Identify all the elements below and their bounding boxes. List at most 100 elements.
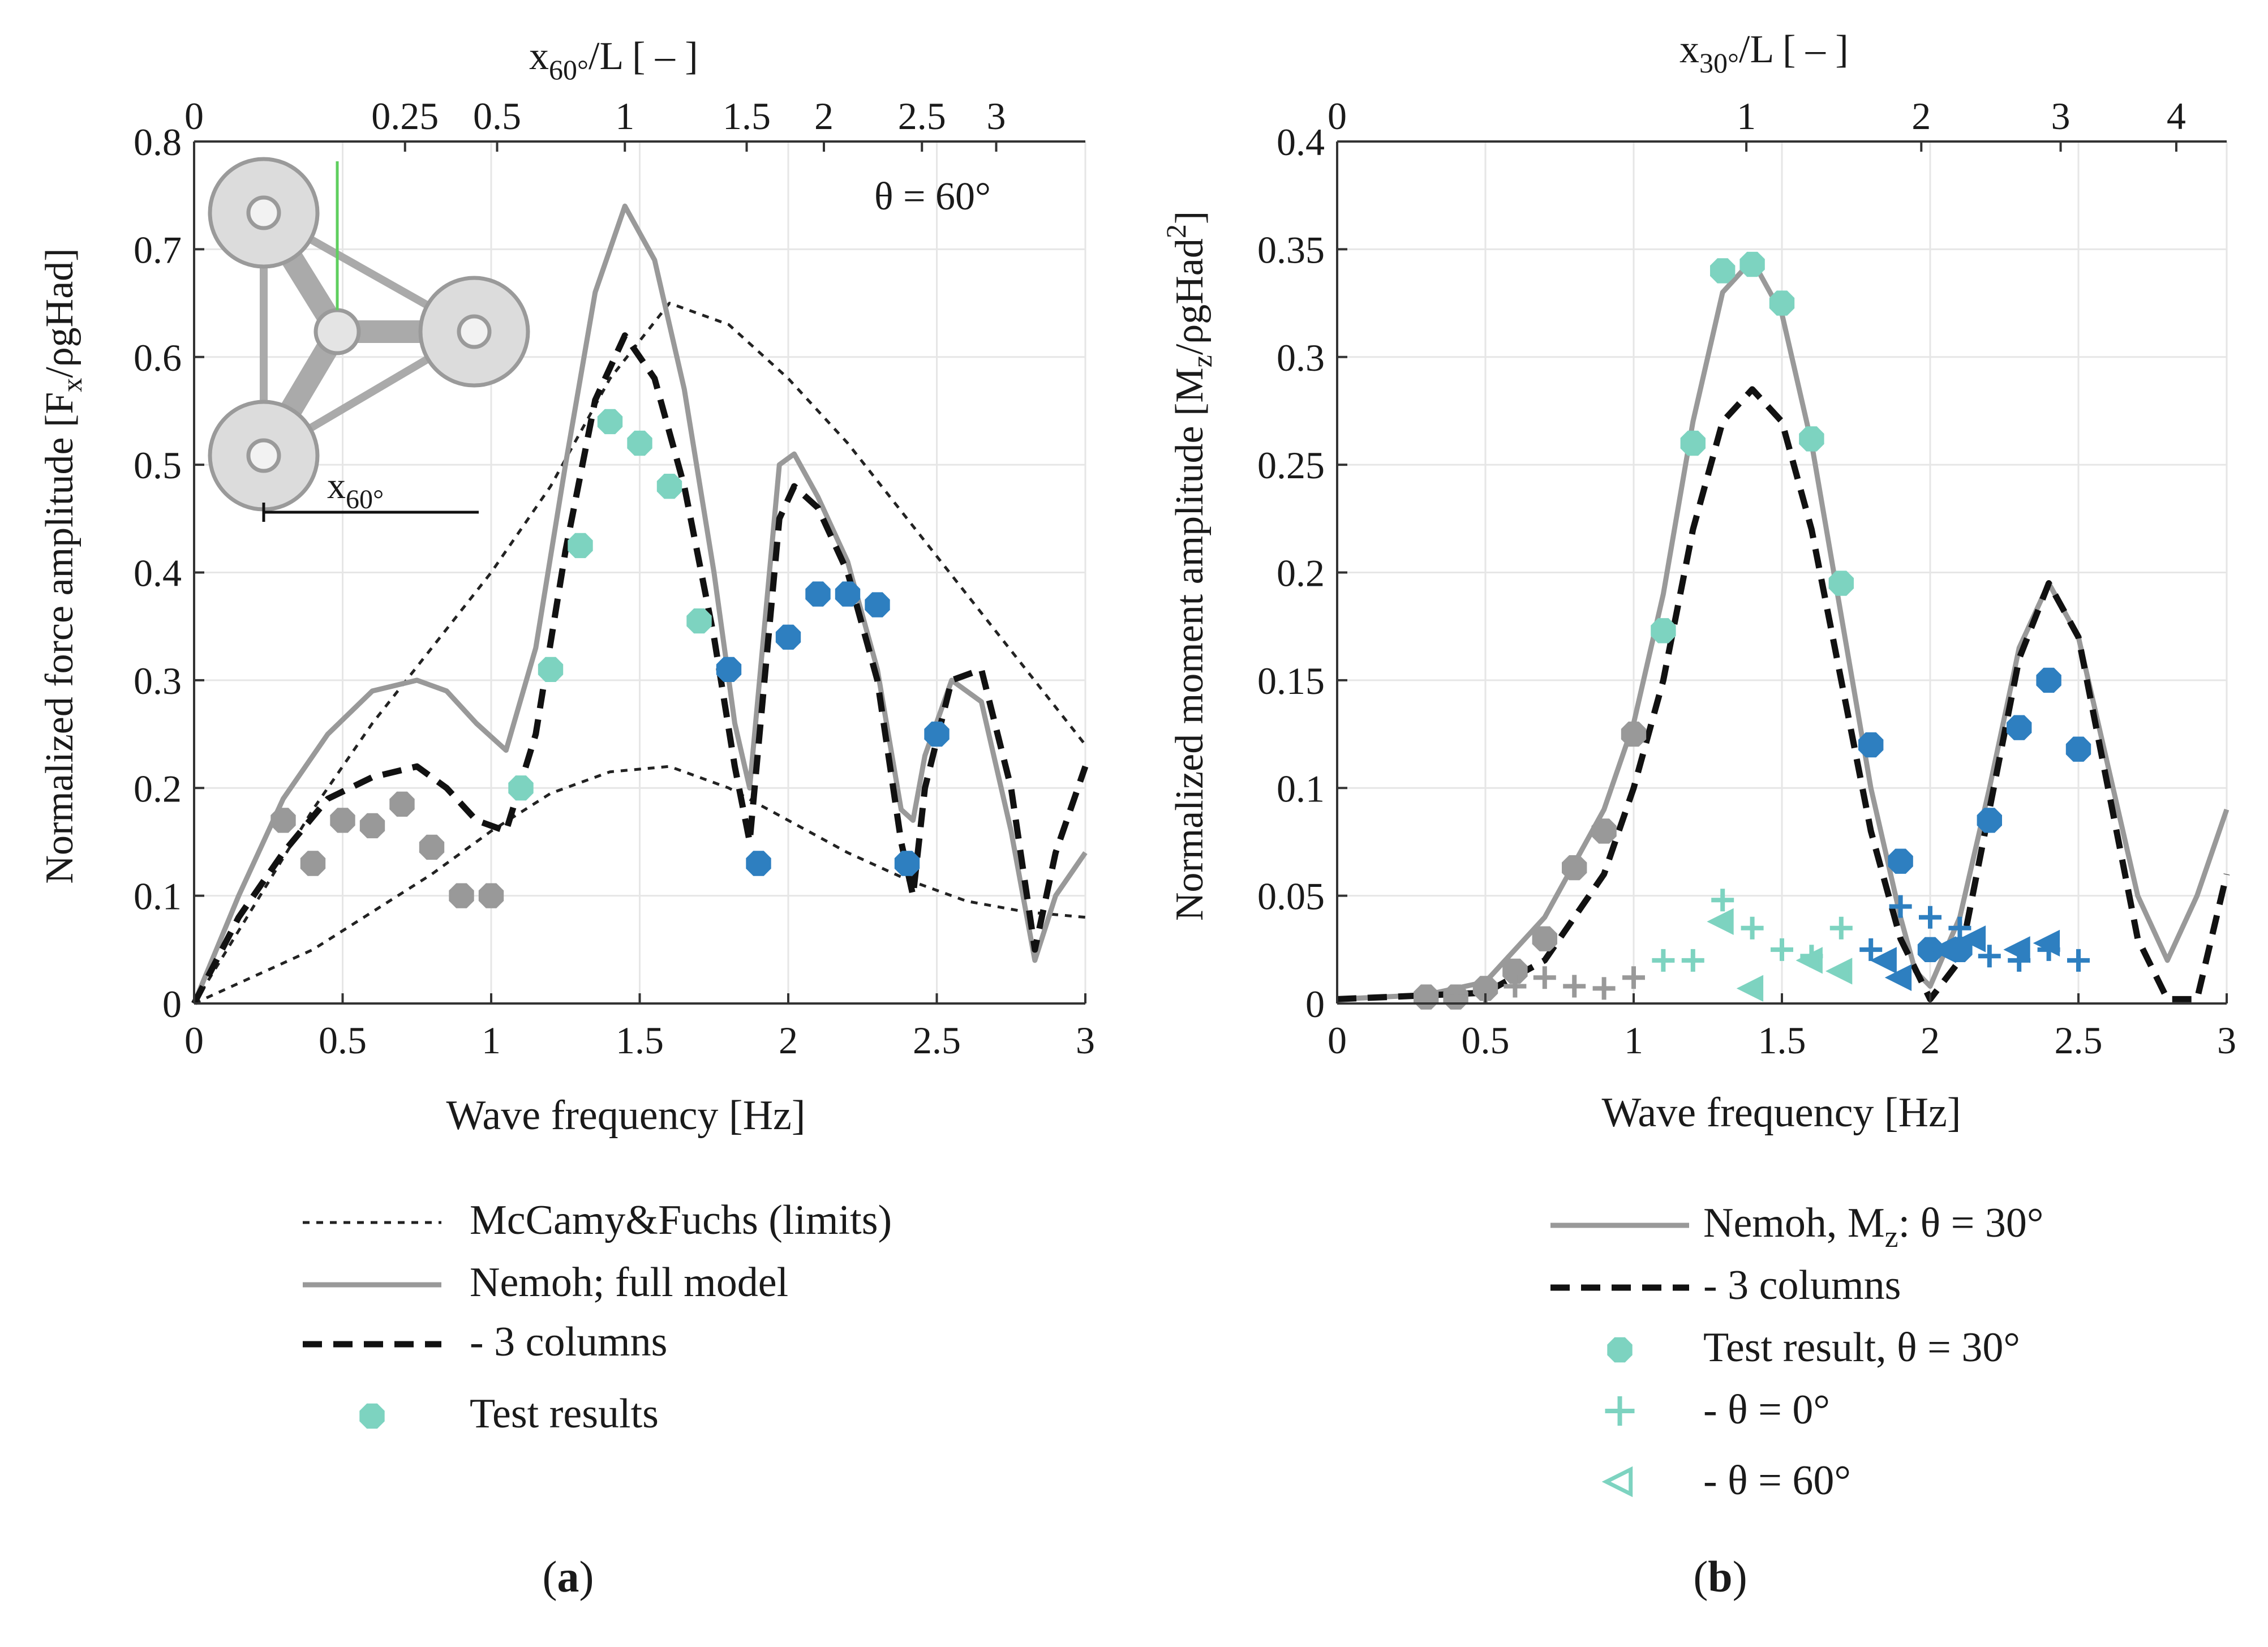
a-top-tick-label: 0.25 (371, 95, 439, 138)
b-series-3-point (2067, 949, 2090, 972)
b-series-2-point (2065, 736, 2091, 762)
b-series-2-point (1502, 958, 1528, 984)
b-series-2-point (1621, 721, 1647, 747)
b-series-1-line (1337, 386, 2230, 1002)
a-y-tick-label: 0.5 (134, 444, 182, 487)
b-y-tick-label: 0.3 (1277, 336, 1325, 379)
a-legend-item: - 3 columns (303, 1319, 667, 1365)
b-legend-item-marker (1601, 1466, 1633, 1498)
b-top-tick-label: 2 (1912, 95, 1931, 138)
a-series-4-point (270, 808, 296, 833)
a-series-4-point (449, 883, 474, 908)
a-top-tick-label: 2.5 (898, 95, 946, 138)
a-top-tick-label: 1 (615, 95, 634, 138)
panel-b-top-axis-title: x30°/L [ – ] (1679, 28, 1849, 79)
a-series-4-point (419, 834, 445, 860)
a-series-4-point (568, 533, 593, 559)
b-legend-item: - θ = 60° (1601, 1457, 1851, 1504)
b-series-3-point (1859, 938, 1883, 961)
a-legend-item: Nemoh; full model (303, 1259, 788, 1306)
a-x-tick-label: 1 (482, 1019, 501, 1062)
b-series-2-point (2036, 667, 2061, 693)
b-series-3-point (1563, 975, 1586, 998)
b-series-4-point (1929, 936, 1956, 963)
b-y-tick-label: 0.05 (1257, 875, 1325, 918)
a-series-4-point (805, 581, 831, 607)
a-x-tick-label: 1.5 (616, 1019, 664, 1062)
panel-a-legend: McCamy&Fuchs (limits) Nemoh; full model - … (303, 1197, 892, 1437)
b-series-2-point (1562, 855, 1587, 881)
b-series-4-point (1707, 908, 1734, 935)
a-top-tick-label: 0.5 (473, 95, 521, 138)
b-x-tick-label: 2.5 (2055, 1019, 2103, 1062)
b-series-4-point (2003, 936, 2030, 963)
a-series-4-point (716, 657, 742, 682)
panel-a-y-axis-title: Normalized force amplitude [Fx/ρgHad] (38, 248, 88, 883)
b-y-tick-label: 0.1 (1277, 767, 1325, 810)
b-x-tick-label: 1 (1624, 1019, 1643, 1062)
a-legend-item-label: - 3 columns (470, 1319, 667, 1365)
b-legend-item: - 3 columns (1550, 1262, 1901, 1309)
a-series-4-point (300, 851, 326, 876)
b-series-2-point (1977, 808, 2002, 833)
panel-b-label: (b) (1693, 1552, 1747, 1601)
b-series-3-point (1948, 916, 1971, 940)
a-y-tick-label: 0.1 (134, 875, 182, 918)
b-series-4-point (2033, 929, 2060, 957)
b-y-tick-label: 0 (1305, 983, 1325, 1026)
b-series-2-point (1799, 426, 1824, 452)
a-series-4-point (835, 581, 861, 607)
a-series-4-point (924, 721, 950, 747)
b-series-4-point (1795, 947, 1823, 974)
panel-b-chart: 0 0.5 1 1.5 2 2.5 3 0 0.05 0.1 0.15 0.2 0.25 0.3 0.35 0… (1160, 28, 2236, 1601)
a-series-4-point (686, 608, 712, 634)
a-legend-item: Test results (359, 1391, 659, 1437)
a-y-tick-label: 0.6 (134, 336, 182, 379)
b-legend-item-label: - θ = 60° (1703, 1457, 1851, 1504)
b-top-tick-label: 1 (1737, 95, 1756, 138)
b-legend-item-label: - 3 columns (1703, 1262, 1901, 1309)
panel-a-chart: 0 0.5 1 1.5 2 2.5 300.10.20.30.40.50.60.70.80 0… (38, 35, 1095, 1601)
b-top-tick-label: 3 (2051, 95, 2071, 138)
b-series-3-point (1533, 966, 1556, 989)
b-series-2-point (1739, 251, 1765, 277)
a-legend-item-label: McCamy&Fuchs (limits) (470, 1197, 892, 1243)
b-series-4-point (1884, 964, 1912, 991)
a-series-4-point (597, 409, 623, 435)
a-y-tick-label: 0.8 (134, 121, 182, 164)
a-y-tick-label: 0.7 (134, 228, 182, 271)
b-series-4-point (1958, 925, 1986, 953)
b-top-tick-label: 4 (2167, 95, 2186, 138)
a-series-4-point (746, 851, 771, 876)
a-series-4-point (656, 474, 682, 499)
b-legend-item-label: Nemoh, Mz: θ = 30° (1703, 1200, 2043, 1254)
a-x-tick-label: 0.5 (319, 1019, 367, 1062)
b-series-4-point (1870, 947, 1897, 974)
b-top-tick-label: 0 (1328, 95, 1347, 138)
b-series-2-point (1858, 732, 1884, 758)
inset-dimension-label: x60° (327, 465, 384, 514)
a-y-tick-label: 0.4 (134, 552, 182, 595)
a-series-4-point (865, 592, 890, 617)
a-x-tick-label: 2 (779, 1019, 798, 1062)
b-series-4-point (1736, 975, 1764, 1002)
b-series-2-point (1828, 571, 1854, 596)
b-legend-item: - θ = 0° (1605, 1387, 1830, 1433)
panel-b-x-axis-title: Wave frequency [Hz] (1602, 1090, 1961, 1136)
b-series-2-point (1888, 848, 1913, 874)
b-series-2-point (1710, 258, 1736, 284)
panel-a-x-axis-title: Wave frequency [Hz] (446, 1092, 806, 1139)
b-series-3-point (1652, 949, 1675, 972)
a-y-tick-label: 0.2 (134, 767, 182, 810)
b-legend-item-marker (1605, 1396, 1635, 1426)
panel-b-y-axis-title: Normalized moment amplitude [Mz/ρgHad2] (1160, 211, 1218, 921)
panel-b-legend: Nemoh, Mz: θ = 30° - 3 columns Test result… (1550, 1200, 2043, 1504)
a-series-4-point (775, 624, 801, 650)
b-x-tick-label: 1.5 (1758, 1019, 1806, 1062)
b-legend-item-label: Test result, θ = 30° (1703, 1324, 2020, 1371)
b-x-tick-label: 0 (1328, 1019, 1347, 1062)
a-series-0-line (192, 302, 1086, 1005)
b-series-3-point (1504, 975, 1527, 998)
b-x-tick-label: 2 (1921, 1019, 1940, 1062)
a-legend-item-marker (359, 1403, 385, 1429)
